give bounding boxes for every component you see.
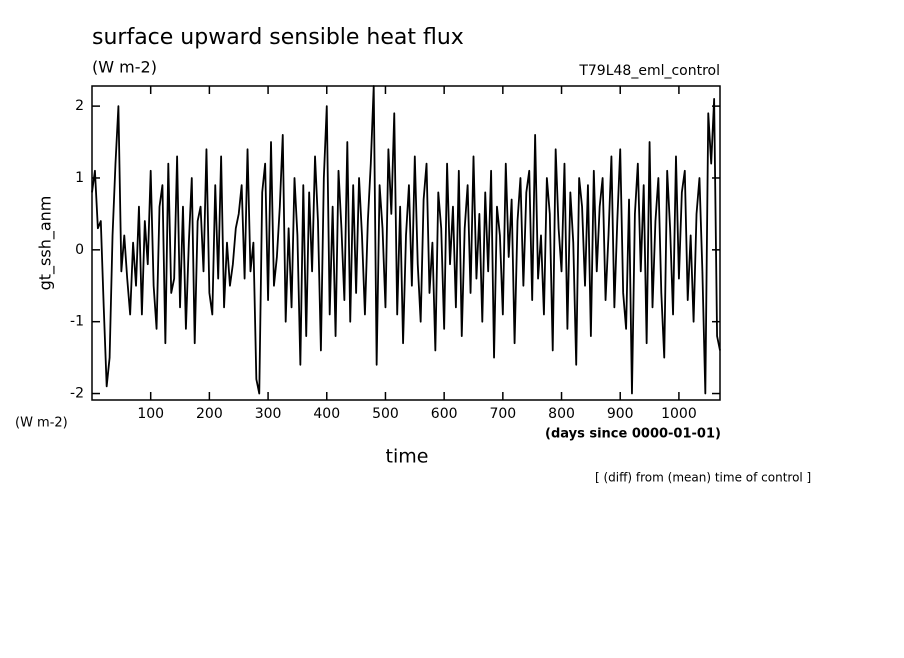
x-tick-label: 800	[548, 406, 575, 422]
run-label: T79L48_eml_control	[578, 63, 720, 79]
chart-title: surface upward sensible heat flux	[92, 25, 464, 50]
x-tick-label: 100	[137, 406, 164, 422]
x-tick-label: 600	[431, 406, 458, 422]
x-tick-label: 700	[489, 406, 516, 422]
y-tick-label: -1	[70, 314, 84, 330]
y-units: (W m-2)	[15, 416, 68, 431]
data-line	[91, 85, 721, 395]
y-tick-label: -2	[70, 386, 84, 402]
x-tick-label: 300	[255, 406, 282, 422]
y-tick-label: 2	[75, 98, 84, 114]
y-tick-label: 1	[75, 170, 84, 186]
x-axis-label: time	[386, 446, 429, 468]
x-tick-label: 500	[372, 406, 399, 422]
y-axis-label: gt_ssh_anm	[36, 196, 56, 291]
x-tick-label: 400	[313, 406, 340, 422]
note: [ (diff) from (mean) time of control ]	[595, 471, 811, 485]
units: (W m-2)	[92, 58, 157, 77]
y-tick-label: 0	[75, 242, 84, 258]
x-tick-label: 200	[196, 406, 223, 422]
x-tick-label: 1000	[661, 406, 697, 422]
x-units: (days since 0000-01-01)	[545, 427, 721, 442]
plot-frame	[91, 85, 721, 401]
x-tick-label: 900	[607, 406, 634, 422]
